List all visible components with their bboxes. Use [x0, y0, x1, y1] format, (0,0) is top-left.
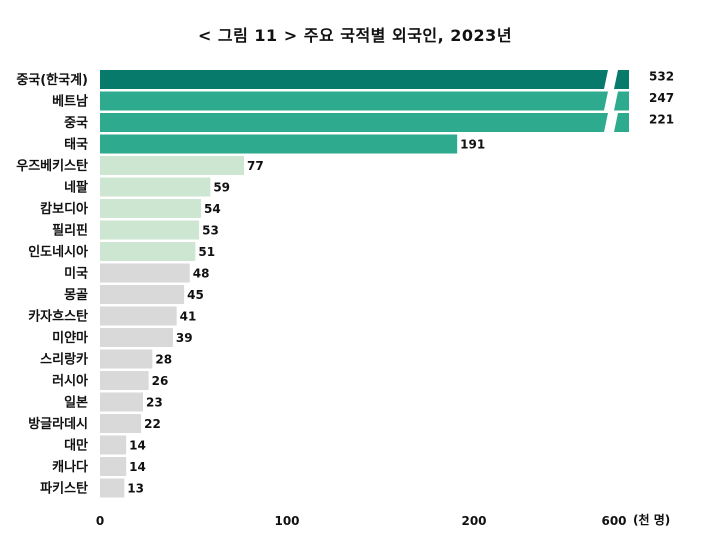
bar-break-segment	[614, 70, 629, 89]
value-label: 532	[649, 70, 674, 84]
category-label: 캄보디아	[40, 201, 88, 217]
category-label: 파키스탄	[40, 481, 88, 497]
x-tick-label: 600	[601, 514, 626, 528]
bars-layer	[100, 70, 629, 498]
category-label: 미국	[64, 266, 88, 282]
value-label: 13	[127, 482, 144, 496]
value-label: 22	[144, 417, 161, 431]
category-label: 일본	[64, 396, 88, 411]
bar	[100, 134, 458, 154]
value-label: 53	[202, 224, 219, 238]
category-label: 스리랑카	[40, 352, 88, 368]
category-label: 대만	[64, 438, 88, 454]
bar	[100, 220, 200, 240]
category-label: 카자흐스탄	[28, 309, 88, 325]
bar	[100, 392, 144, 412]
value-label: 39	[176, 331, 193, 345]
value-label: 28	[155, 353, 172, 367]
bar	[100, 457, 127, 476]
category-label: 중국	[64, 116, 88, 131]
category-label: 중국(한국계)	[16, 72, 88, 88]
value-label: 14	[129, 460, 146, 474]
value-label: 247	[649, 91, 674, 105]
bar	[100, 263, 190, 283]
bar	[100, 478, 125, 498]
bar	[100, 70, 608, 89]
chart-title: < 그림 11 > 주요 국적별 외국인, 2023년	[197, 26, 513, 45]
value-label: 77	[247, 159, 264, 173]
category-label: 태국	[64, 138, 88, 153]
value-label: 26	[152, 374, 169, 388]
bar	[100, 113, 608, 132]
category-label: 베트남	[52, 94, 88, 110]
value-label: 191	[460, 138, 485, 152]
value-label: 48	[193, 267, 210, 281]
value-label: 14	[129, 439, 146, 453]
category-label: 네팔	[64, 180, 88, 196]
bar	[100, 285, 185, 304]
bar	[100, 349, 153, 369]
bar	[100, 242, 196, 261]
category-label: 러시아	[52, 373, 88, 389]
bar	[100, 156, 244, 175]
category-label: 몽골	[64, 288, 88, 303]
category-label: 필리핀	[52, 223, 88, 239]
bar-break-segment	[614, 113, 629, 132]
category-label: 미얀마	[52, 330, 88, 346]
value-label: 41	[180, 310, 197, 324]
bar	[100, 435, 127, 455]
x-tick-label: 100	[274, 514, 299, 528]
value-label: 23	[146, 396, 163, 410]
bar	[100, 371, 149, 390]
x-tick-label: 0	[96, 514, 104, 528]
category-label: 우즈베키스탄	[16, 158, 88, 174]
x-tick-label: 200	[461, 514, 486, 528]
bar	[100, 414, 142, 433]
value-label: 59	[213, 181, 230, 195]
x-axis: 0 100 200 600 (천 명)	[96, 512, 670, 528]
category-label: 방글라데시	[28, 416, 88, 432]
value-label: 45	[187, 288, 204, 302]
value-label: 51	[198, 245, 215, 259]
category-label: 캐나다	[52, 459, 88, 475]
bar	[100, 328, 173, 347]
bar	[100, 199, 201, 218]
labels-layer: 중국(한국계) 532 베트남 247 중국 221 태국 191 우즈베키스탄 77 네팔 59 캄보…	[16, 70, 674, 497]
bar	[100, 91, 608, 111]
bar	[100, 306, 177, 326]
bar-break-segment	[614, 91, 629, 111]
bar	[100, 177, 211, 197]
value-label: 221	[649, 113, 674, 127]
category-label: 인도네시아	[28, 244, 88, 260]
unit-label: (천 명)	[633, 512, 670, 527]
value-label: 54	[204, 202, 221, 216]
